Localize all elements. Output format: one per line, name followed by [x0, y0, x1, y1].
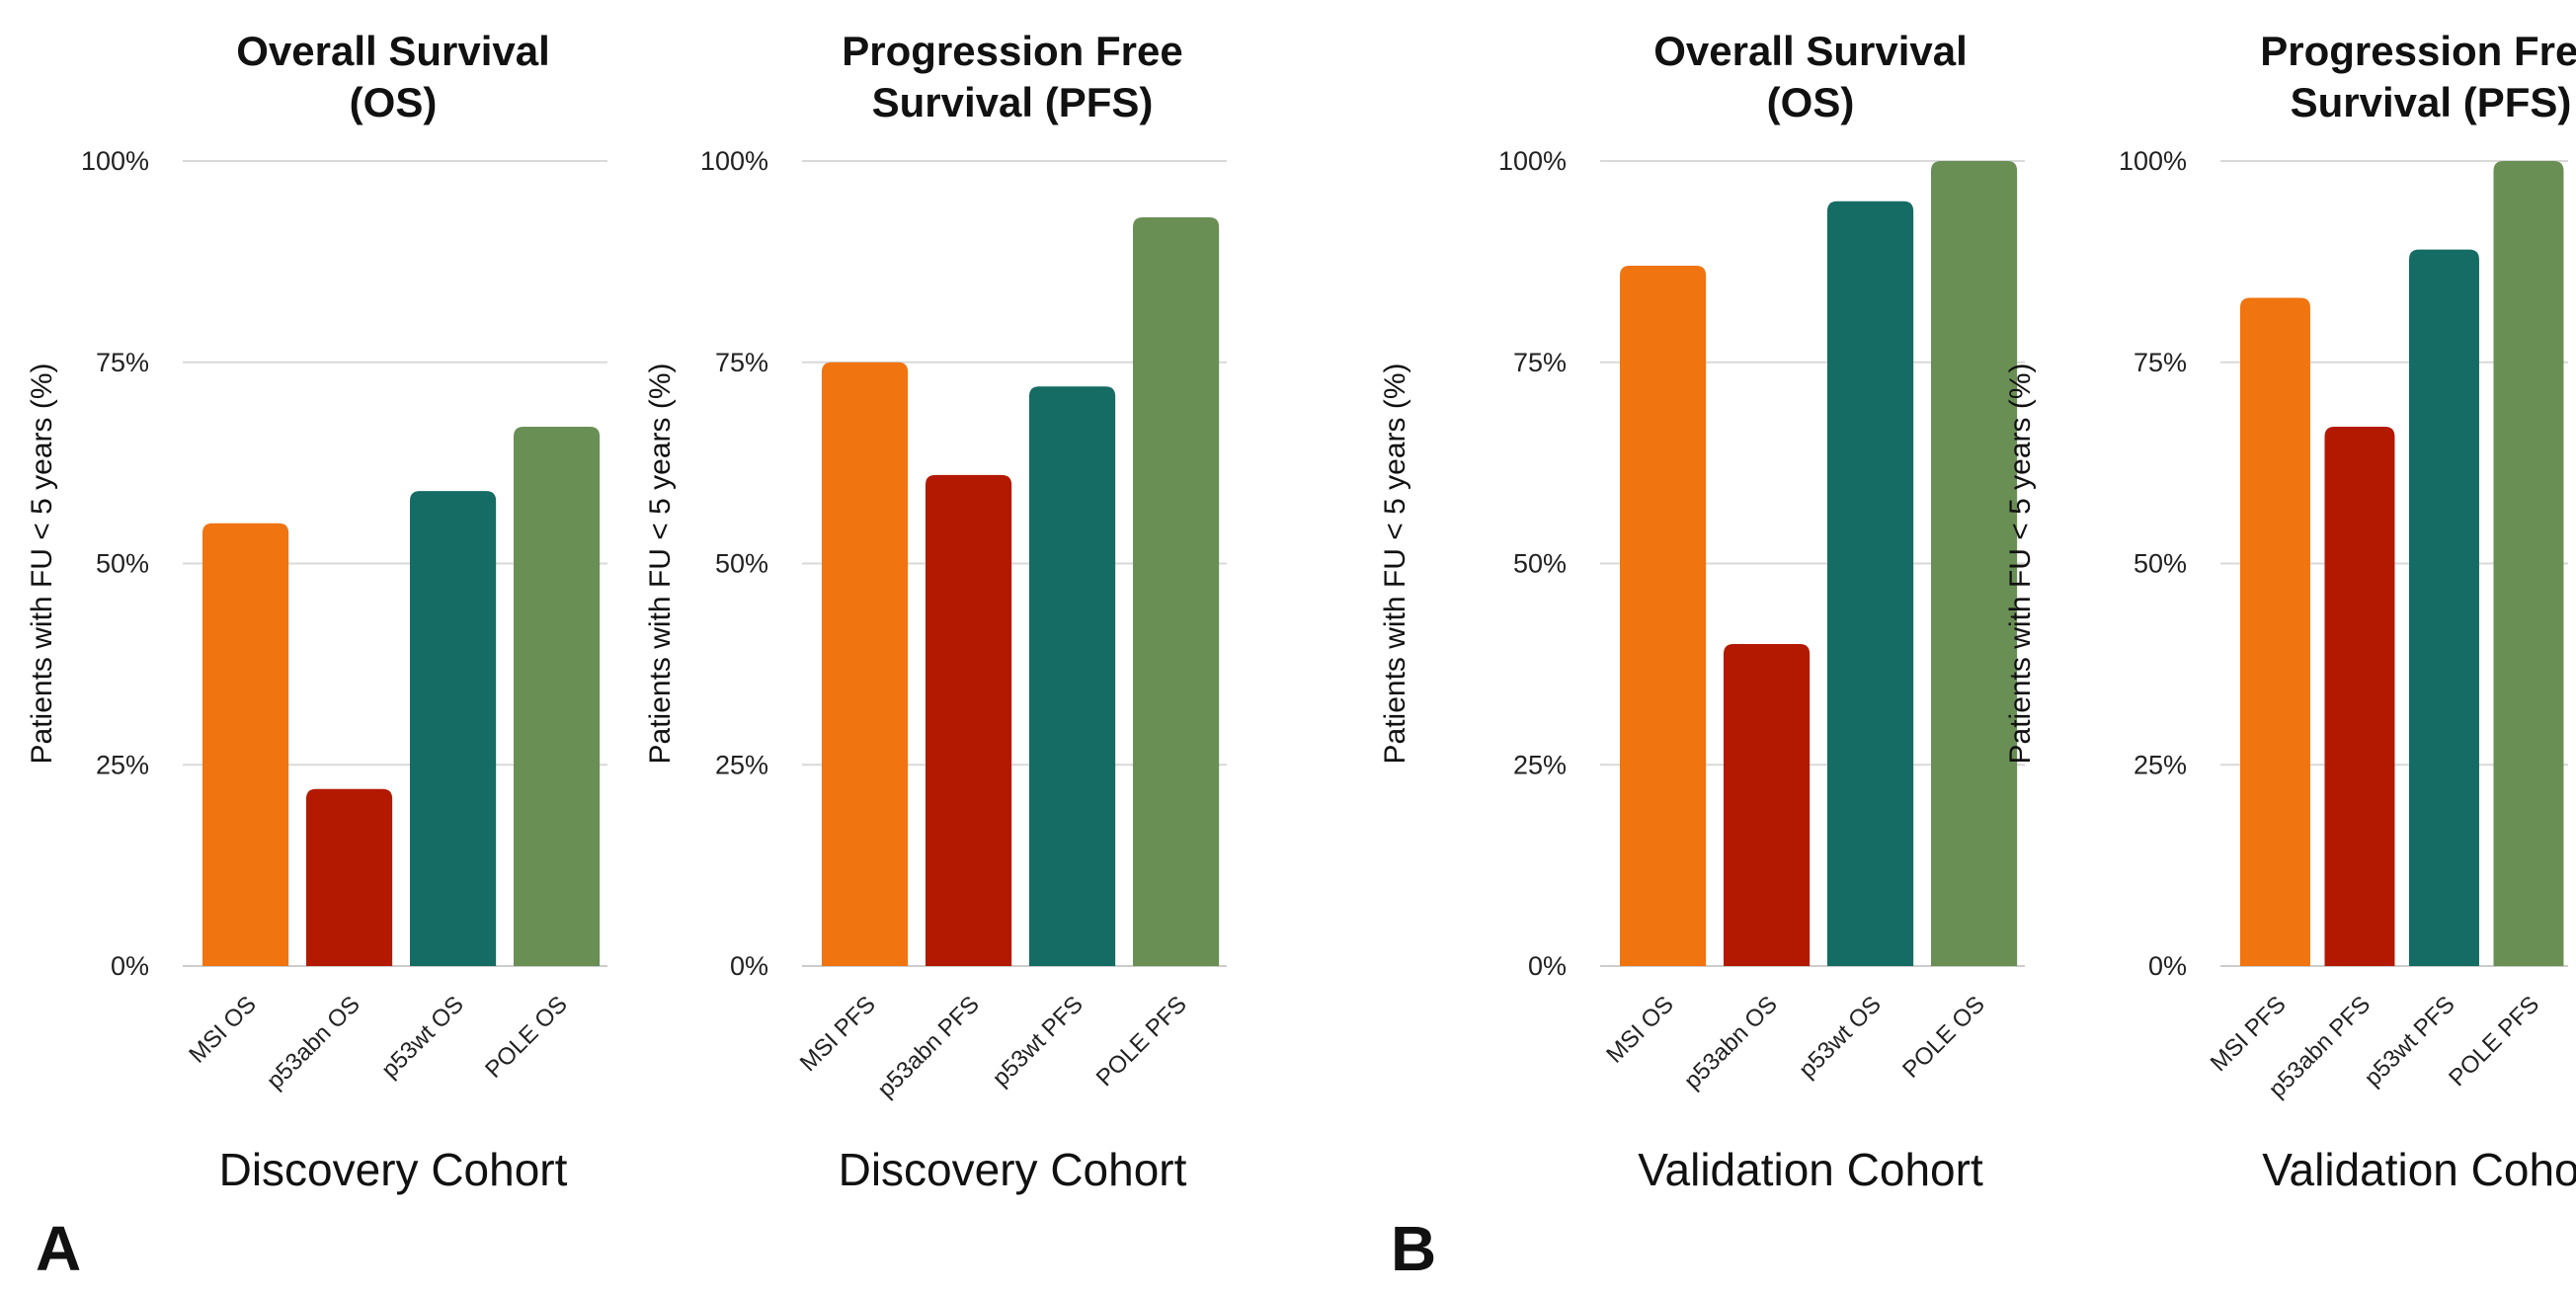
y-axis-label: Patients with FU < 5 years (%): [644, 364, 677, 765]
y-tick-label: 100%: [81, 146, 149, 176]
bar-msi-pfs: [2240, 297, 2310, 966]
x-category-label: p53wt PFS: [2360, 991, 2460, 1092]
chart-title-line: Overall Survival: [236, 28, 550, 74]
bar-p53wt-os: [1827, 201, 1914, 966]
y-tick-label: 75%: [96, 348, 149, 377]
y-tick-label: 75%: [1513, 348, 1567, 377]
y-tick-label: 25%: [1513, 750, 1567, 779]
x-category-label: POLE PFS: [1091, 991, 1192, 1092]
bar-pole-pfs: [2493, 161, 2564, 966]
y-tick-label: 50%: [96, 549, 149, 579]
chart-title-line: Survival (PFS): [872, 79, 1154, 125]
x-category-label: p53abn OS: [262, 991, 365, 1094]
x-category-label: MSI PFS: [2206, 991, 2292, 1077]
bar-p53wt-pfs: [2409, 249, 2479, 966]
bar-pole-os: [1931, 161, 2018, 966]
chart-4: Progression Free Survival (PFS) 0% 25% 50% 75…: [2004, 28, 2576, 1195]
x-category-label: POLE OS: [480, 991, 573, 1084]
y-axis-label: Patients with FU < 5 years (%): [26, 364, 58, 765]
bar-pole-os: [514, 426, 601, 966]
x-category-label: p53wt OS: [376, 991, 469, 1084]
y-tick-label: 0%: [1528, 951, 1567, 981]
chart-title-line: (OS): [1767, 79, 1855, 125]
bar-msi-pfs: [822, 362, 909, 966]
bar-p53abn-os: [1724, 644, 1811, 966]
x-category-label: p53wt OS: [1794, 991, 1887, 1084]
bar-p53abn-pfs: [926, 474, 1012, 966]
chart-2: Progression Free Survival (PFS) 0% 25% 50% 75…: [644, 28, 1227, 1195]
x-category-label: p53abn OS: [1679, 991, 1783, 1094]
x-category-label: POLE PFS: [2444, 991, 2544, 1092]
bar-p53abn-os: [306, 788, 393, 966]
y-tick-label: 50%: [2133, 549, 2187, 579]
y-tick-label: 100%: [1498, 146, 1567, 176]
y-tick-label: 50%: [715, 549, 768, 579]
x-category-label: MSI PFS: [795, 991, 881, 1077]
y-tick-label: 0%: [111, 951, 149, 981]
bar-msi-os: [1620, 265, 1707, 966]
x-category-label: POLE OS: [1897, 991, 1990, 1084]
y-tick-label: 100%: [2119, 146, 2187, 176]
y-tick-label: 100%: [700, 146, 768, 176]
x-axis-label: Discovery Cohort: [839, 1144, 1187, 1195]
panel-label-b: B: [1391, 1213, 1436, 1284]
y-axis-label: Patients with FU < 5 years (%): [2004, 364, 2037, 765]
y-tick-label: 0%: [730, 951, 768, 981]
chart-1: Overall Survival (OS) 0% 25% 50% 75% 100% Patie…: [26, 28, 607, 1195]
y-tick-label: 50%: [1513, 549, 1567, 579]
chart-title-line: Overall Survival: [1653, 28, 1968, 74]
x-axis-label: Validation Cohort: [2262, 1144, 2576, 1195]
bar-p53wt-pfs: [1029, 386, 1116, 966]
x-category-label: MSI OS: [184, 991, 261, 1068]
x-category-label: p53wt PFS: [988, 991, 1088, 1092]
y-tick-label: 25%: [2133, 750, 2187, 779]
bar-p53abn-pfs: [2324, 426, 2395, 966]
x-category-label: MSI OS: [1601, 991, 1678, 1068]
y-tick-label: 25%: [96, 750, 149, 779]
bar-pole-pfs: [1133, 217, 1220, 967]
chart-title-line: Progression Free: [2260, 28, 2576, 74]
chart-title-line: Survival (PFS): [2291, 79, 2572, 125]
x-axis-label: Validation Cohort: [1638, 1144, 1983, 1195]
bar-msi-os: [202, 523, 289, 966]
y-tick-label: 75%: [2133, 348, 2187, 377]
y-tick-label: 0%: [2148, 951, 2187, 981]
chart-title-line: (OS): [350, 79, 438, 125]
chart-3: Overall Survival (OS) 0% 25% 50% 75% 100% Patie…: [1379, 28, 2025, 1195]
chart-title-line: Progression Free: [842, 28, 1182, 74]
charts-container: Overall Survival (OS) 0% 25% 50% 75% 100% Patie…: [26, 28, 2576, 1195]
y-tick-label: 25%: [715, 750, 768, 779]
y-axis-label: Patients with FU < 5 years (%): [1379, 364, 1411, 765]
x-category-label: p53abn PFS: [872, 991, 984, 1102]
bar-p53wt-os: [410, 491, 497, 966]
y-tick-label: 75%: [715, 348, 768, 377]
x-axis-label: Discovery Cohort: [219, 1144, 568, 1195]
panel-label-a: A: [36, 1213, 81, 1284]
